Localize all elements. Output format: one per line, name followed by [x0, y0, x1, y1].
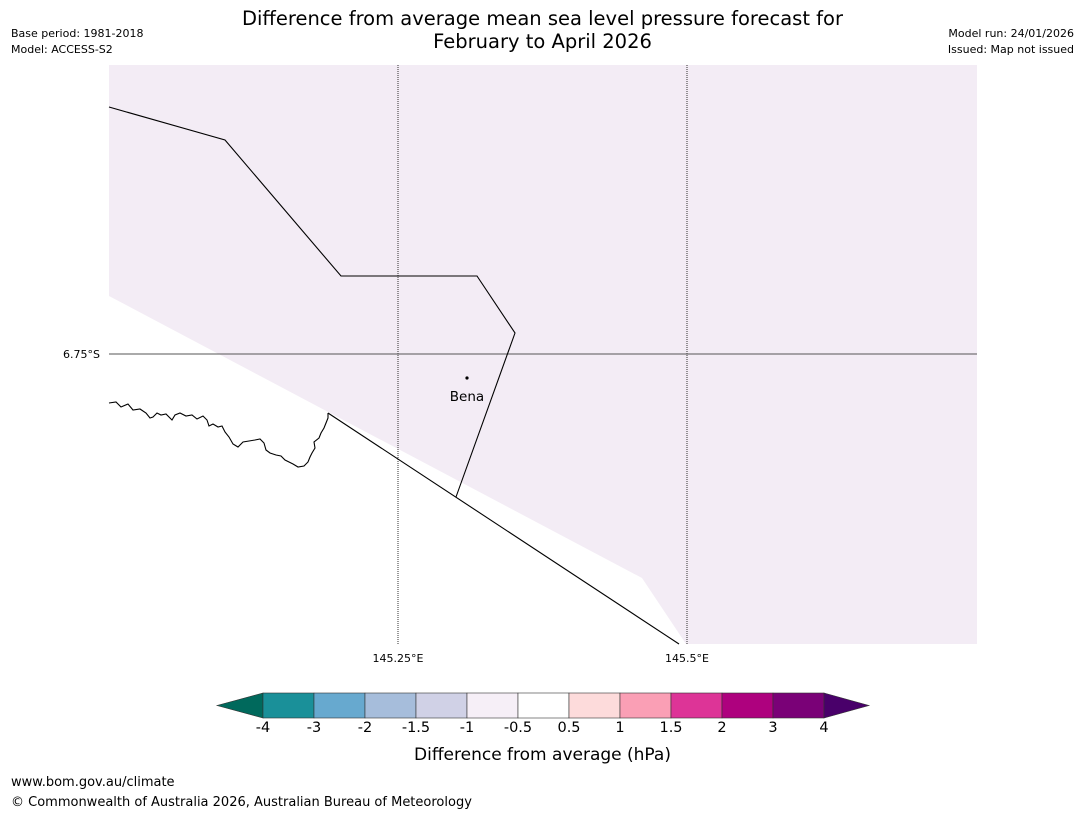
longitude-label-1: 145.25°E — [373, 652, 424, 665]
colorbar-segment — [517, 692, 570, 719]
colorbar-extend-high — [823, 692, 871, 719]
colorbar-tick-label: -4 — [255, 720, 271, 736]
colorbar-tick-label: -1.5 — [401, 720, 431, 736]
colorbar-segment — [415, 692, 468, 719]
colorbar-segment — [670, 692, 723, 719]
colorbar-tick-label: 1 — [615, 720, 625, 736]
colorbar-tick-label: -3 — [306, 720, 322, 736]
footer-copyright: © Commonwealth of Australia 2026, Austra… — [11, 795, 472, 810]
model-name: Model: ACCESS-S2 — [11, 43, 113, 56]
colorbar-tick-label: 2 — [717, 720, 727, 736]
colorbar-segment — [364, 692, 417, 719]
colorbar-tick-label: 4 — [819, 720, 829, 736]
district-boundary-south — [327, 412, 680, 645]
colorbar-tick-label: -1 — [459, 720, 475, 736]
town-marker — [465, 376, 469, 380]
colorbar-segment — [466, 692, 519, 719]
map-canvas: Bena 6.75°S 145.25°E 145.5°E — [63, 65, 977, 665]
district-boundary — [108, 106, 516, 498]
colorbar-segment — [313, 692, 366, 719]
forecast-shaded-region — [109, 65, 977, 644]
coastline — [108, 401, 329, 468]
colorbar-title: Difference from average (hPa) — [414, 745, 671, 765]
colorbar-tick-label: 3 — [768, 720, 778, 736]
colorbar-tick-label: -0.5 — [503, 720, 533, 736]
title-line-2: February to April 2026 — [433, 30, 652, 53]
colorbar-segment — [619, 692, 672, 719]
town-label: Bena — [450, 389, 484, 405]
colorbar — [215, 692, 871, 719]
colorbar-segment — [568, 692, 621, 719]
colorbar-segment — [772, 692, 825, 719]
longitude-label-2: 145.5°E — [665, 652, 709, 665]
colorbar-segment — [262, 692, 315, 719]
latitude-label: 6.75°S — [63, 348, 100, 361]
meta-left: Base period: 1981-2018 Model: ACCESS-S2 — [11, 26, 143, 58]
colorbar-segment — [721, 692, 774, 719]
colorbar-tick-label: -2 — [357, 720, 373, 736]
colorbar-tick-label: 0.5 — [557, 720, 581, 736]
footer-url[interactable]: www.bom.gov.au/climate — [11, 775, 175, 790]
colorbar-extend-low — [215, 692, 264, 719]
model-run: Model run: 24/01/2026 — [948, 27, 1074, 40]
colorbar-tick-label: 1.5 — [659, 720, 683, 736]
title-line-1: Difference from average mean sea level p… — [242, 7, 843, 30]
meta-right: Model run: 24/01/2026 Issued: Map not is… — [948, 26, 1074, 58]
issue-status: Issued: Map not issued — [947, 43, 1074, 56]
map-title: Difference from average mean sea level p… — [0, 7, 1085, 53]
base-period: Base period: 1981-2018 — [11, 27, 144, 40]
